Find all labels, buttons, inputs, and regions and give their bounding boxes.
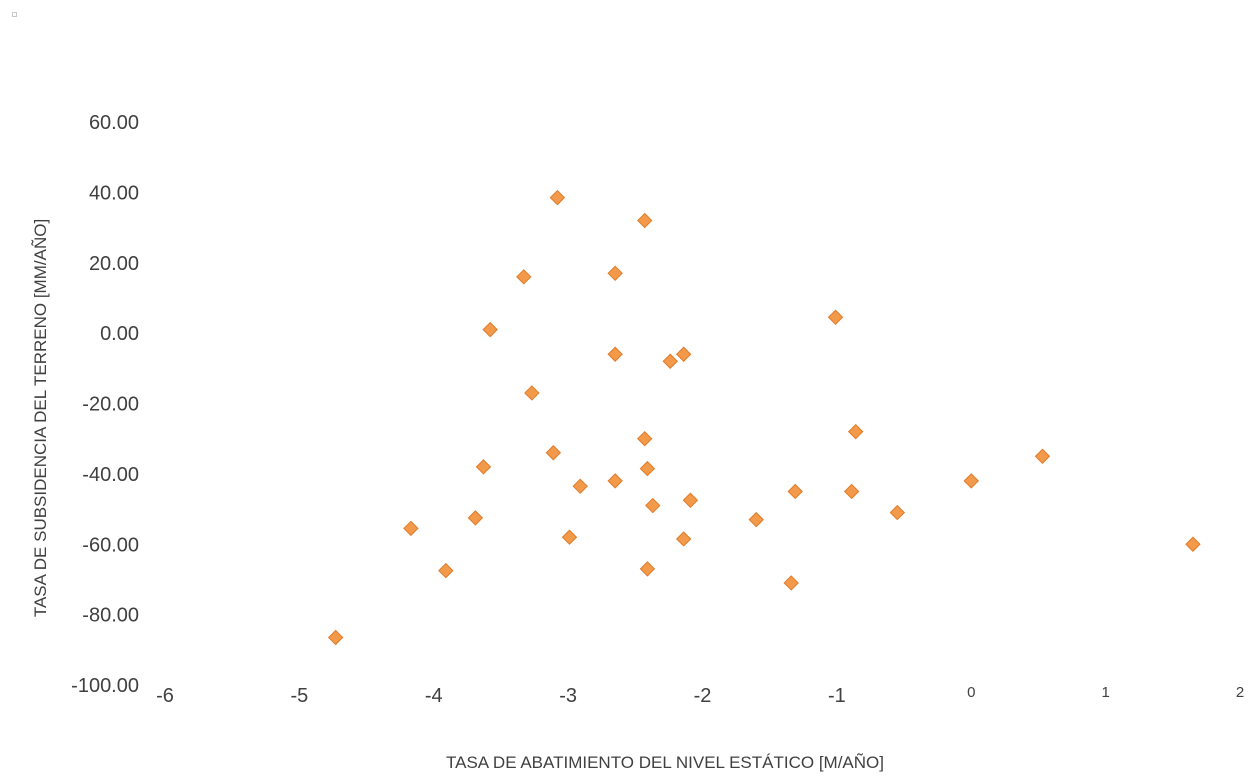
y-tick-label: -60.00 bbox=[82, 534, 139, 556]
y-tick-label: -80.00 bbox=[82, 605, 139, 627]
data-points bbox=[327, 189, 1201, 646]
data-point bbox=[607, 265, 623, 282]
x-axis-title: TASA DE ABATIMIENTO DEL NIVEL ESTÁTICO [… bbox=[446, 753, 884, 772]
data-point bbox=[639, 460, 656, 477]
y-axis-ticks: 60.00 40.00 20.00 0.00 -20.00 -40.00 -60.00 -80… bbox=[71, 112, 139, 697]
data-point bbox=[327, 629, 344, 646]
data-point bbox=[637, 430, 653, 447]
x-tick-label: 2 bbox=[1236, 684, 1244, 701]
data-point bbox=[438, 562, 454, 579]
data-point bbox=[475, 459, 492, 475]
data-point bbox=[787, 483, 803, 500]
y-tick-label: -20.00 bbox=[82, 394, 139, 416]
x-tick-label: -4 bbox=[425, 685, 443, 707]
x-tick-label: -6 bbox=[156, 685, 174, 707]
y-tick-label: -100.00 bbox=[71, 675, 139, 697]
chart-area-handle bbox=[12, 12, 17, 17]
data-point bbox=[639, 561, 656, 577]
data-point bbox=[675, 346, 692, 362]
data-point bbox=[963, 473, 979, 489]
data-point bbox=[682, 492, 699, 508]
data-point bbox=[1034, 448, 1051, 464]
data-point bbox=[748, 511, 764, 528]
x-tick-label: -2 bbox=[694, 685, 712, 707]
data-point bbox=[572, 478, 588, 494]
data-point bbox=[467, 510, 484, 526]
y-tick-label: 40.00 bbox=[89, 182, 139, 204]
data-point bbox=[549, 189, 566, 206]
data-point bbox=[516, 269, 532, 285]
x-tick-label: -1 bbox=[828, 685, 846, 707]
data-point bbox=[607, 473, 623, 489]
x-tick-label: 1 bbox=[1101, 684, 1109, 701]
data-point bbox=[843, 483, 860, 500]
data-point bbox=[847, 423, 864, 440]
y-tick-label: 0.00 bbox=[100, 323, 139, 345]
data-point bbox=[783, 575, 799, 591]
data-point bbox=[645, 497, 661, 514]
data-point bbox=[827, 309, 844, 325]
x-axis-ticks: -6 -5 -4 -3 -2 -1 0 1 2 bbox=[156, 684, 1244, 707]
data-point bbox=[561, 529, 578, 545]
x-tick-label: -3 bbox=[559, 685, 577, 707]
data-point bbox=[662, 353, 678, 369]
y-tick-label: -40.00 bbox=[82, 464, 139, 486]
y-tick-label: 60.00 bbox=[89, 112, 139, 134]
data-point bbox=[675, 531, 692, 547]
data-point bbox=[889, 504, 906, 521]
data-point bbox=[482, 321, 498, 338]
data-point bbox=[637, 212, 653, 229]
data-point bbox=[1185, 536, 1201, 552]
data-point bbox=[607, 346, 623, 362]
y-tick-label: 20.00 bbox=[89, 253, 139, 275]
data-point bbox=[545, 445, 562, 461]
y-axis-title: TASA DE SUBSIDENCIA DEL TERRENO [MM/AÑO] bbox=[31, 219, 50, 617]
data-point bbox=[524, 385, 540, 401]
x-tick-label: -5 bbox=[290, 685, 308, 707]
data-point bbox=[403, 520, 419, 537]
x-tick-label: 0 bbox=[967, 684, 975, 701]
